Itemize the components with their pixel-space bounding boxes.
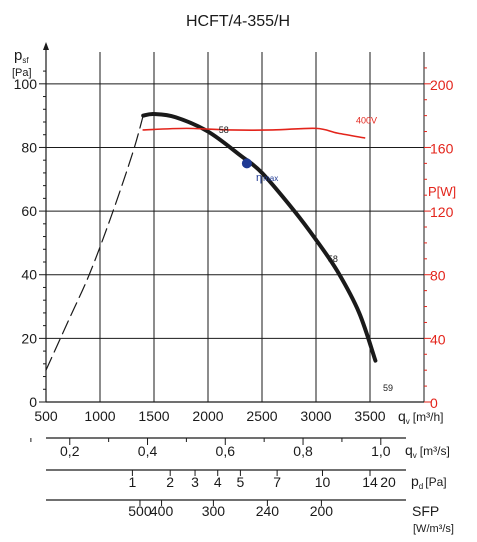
qv-m3s-scale-title: qv [m³/s]	[405, 442, 450, 460]
pd-tick-label: 14	[362, 474, 378, 490]
y-axis-label-main: p	[14, 47, 22, 64]
sfp-tick-label: 500	[128, 503, 152, 519]
power-tick-label: 40	[430, 331, 446, 347]
x-tick-label: 2500	[246, 408, 277, 424]
x-tick-label: 500	[34, 408, 58, 424]
x-axis-title: qv [m³/h]	[398, 408, 443, 426]
series-group	[45, 112, 378, 371]
pd-tick-label: 1	[129, 474, 137, 490]
sfp-tick-label: 240	[256, 503, 280, 519]
pd-tick-label: 4	[214, 474, 222, 490]
x-axis-tick-labels: 500 1000 1500 2000 2500 3000 3500	[34, 408, 385, 424]
y-tick-label: 40	[21, 267, 37, 283]
power-axis-title: P[W]	[428, 184, 456, 199]
qv-m3s-tick-label: 1,0	[371, 443, 391, 459]
sfp-tick-label: 400	[150, 503, 174, 519]
pd-tick-label: 3	[191, 474, 199, 490]
curve-annotation: 59	[383, 383, 393, 393]
svg-text:qv[m³/h]: qv [m³/h]	[398, 408, 443, 426]
eta-max-label-main: η	[256, 172, 262, 184]
qv-m3s-tick-label: 0,2	[60, 443, 80, 459]
qv-m3s-unit: [m³/s]	[420, 444, 450, 458]
power-tick-label: 160	[430, 140, 454, 156]
svg-text:ηmax: ηmax	[256, 172, 278, 184]
curve-annotation: 58	[328, 254, 338, 264]
x-tick-label: 3500	[354, 408, 385, 424]
y-tick-label: 80	[21, 139, 37, 155]
y-axis-ticks	[39, 67, 431, 403]
x-tick-label: 3000	[300, 408, 331, 424]
grid-lines	[43, 42, 425, 403]
chart-title: HCFT/4-355/H	[186, 13, 290, 30]
sfp-scale-title: SFP	[412, 503, 439, 519]
y-tick-label: 60	[21, 203, 37, 219]
x-axis-unit: [m³/h]	[413, 410, 444, 424]
power-tick-label: 0	[430, 395, 438, 411]
y-tick-label: 20	[21, 330, 37, 346]
pd-tick-label: 7	[273, 474, 281, 490]
x-axis-label-main: q	[398, 408, 406, 424]
eta-max-point	[241, 158, 252, 169]
x-tick-label: 1000	[84, 408, 115, 424]
pressure-curve	[141, 112, 378, 363]
power-axis-tick-labels: 0 40 80 120 160 200	[430, 77, 454, 411]
qv-m3s-tick-label: 0,8	[293, 443, 313, 459]
x-tick-label: 2000	[192, 408, 223, 424]
svg-text:qv[m³/s]: qv [m³/s]	[405, 442, 450, 460]
qv-m3s-tick-label: 0,4	[138, 443, 158, 459]
y-tick-label: 0	[29, 394, 37, 410]
pressure-curve-unstable	[45, 115, 144, 371]
pd-label-main: p	[411, 473, 419, 489]
power-tick-label: 200	[430, 77, 454, 93]
x-tick-label: 1500	[138, 408, 169, 424]
pd-label-sub: d	[419, 482, 423, 491]
sfp-tick-label: 300	[202, 503, 226, 519]
annotations: 58 58 59 400V	[219, 116, 393, 393]
sfp-tick-label: 200	[310, 503, 334, 519]
power-tick-label: 80	[430, 268, 446, 284]
power-curve	[142, 127, 366, 139]
svg-text:psf: psf	[14, 47, 29, 65]
power-tick-label: 120	[430, 204, 454, 220]
y-axis-unit: [Pa]	[12, 67, 32, 79]
y-axis-title: psf [Pa]	[12, 47, 32, 79]
y-axis-arrow	[43, 42, 49, 50]
qv-m3s-tick-label: 0,6	[216, 443, 236, 459]
pd-tick-label: 2	[166, 474, 174, 490]
svg-text:pd[Pa]: pd [Pa]	[411, 473, 447, 491]
qv-m3s-label-sub: v	[413, 451, 417, 460]
x-axis-label-sub: v	[406, 417, 410, 426]
sfp-scale-unit: [W/m³/s]	[413, 523, 454, 535]
curve-annotation: 58	[219, 125, 229, 135]
y-axis-tick-labels: 0 20 40 60 80 100	[14, 76, 38, 410]
pd-tick-label: 20	[380, 474, 396, 490]
y-tick-label: 100	[14, 76, 38, 92]
qv-m3s-label-main: q	[405, 442, 413, 458]
pd-scale-title: pd [Pa]	[411, 473, 447, 491]
pd-tick-label: 10	[315, 474, 331, 490]
y-axis-label-sub: sf	[22, 56, 29, 65]
pd-unit: [Pa]	[425, 475, 446, 489]
curve-annotation: 400V	[356, 116, 377, 126]
eta-max-label-sub: max	[263, 174, 278, 183]
pd-tick-label: 5	[237, 474, 245, 490]
